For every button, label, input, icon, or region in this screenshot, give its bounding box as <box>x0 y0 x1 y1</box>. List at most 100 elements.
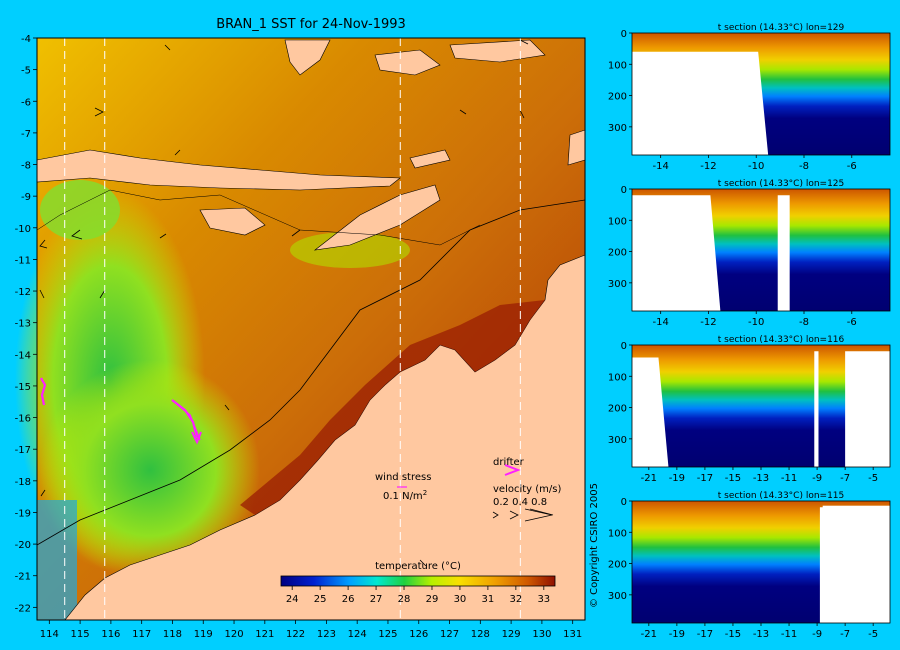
cold-strip <box>37 500 77 620</box>
colorbar-tick-label: 33 <box>537 594 550 605</box>
section-land-mask-right <box>822 505 890 623</box>
lon-tick-label: 118 <box>163 629 182 640</box>
lat-tick-label: -5 <box>21 66 31 77</box>
lat-tick-label: -20 <box>15 540 31 551</box>
section-y-tick-label: 300 <box>608 279 627 290</box>
colorbar <box>280 575 556 587</box>
lat-tick-label: -4 <box>21 34 31 45</box>
section-x-tick-label: -15 <box>725 473 741 484</box>
section-lines <box>64 38 521 620</box>
section-panel-2: t section (14.33°C) lon=125 -14 -12 -10 -8 -6… <box>608 179 891 328</box>
colorbar-tick-label: 24 <box>286 594 299 605</box>
section-x-tick-label: -19 <box>669 629 685 640</box>
australia-coastal-warm <box>240 300 545 515</box>
isobath-contour-2 <box>36 189 481 246</box>
lat-tick-label: -11 <box>15 255 31 266</box>
lat-tick-label: -7 <box>21 129 31 140</box>
colorbar-title: temperature (°C) <box>375 561 461 572</box>
section-x-tick-label: -11 <box>781 473 797 484</box>
section-gap <box>814 351 819 467</box>
lon-tick-label: 125 <box>378 629 397 640</box>
copyright-text: © Copyright CSIRO 2005 <box>589 483 600 608</box>
lon-tick-label: 115 <box>71 629 90 640</box>
section-x-tick-label: -5 <box>868 629 878 640</box>
section-panel-1: t section (14.33°C) lon=129 -14 -12 -10 -8 -6… <box>608 23 891 172</box>
lon-axis-ticks: 114 115 116 117 118 119 120 121 122 123 124 125 126 1… <box>40 620 582 640</box>
island-flores-chain <box>36 149 401 191</box>
lon-tick-label: 119 <box>194 629 213 640</box>
velocity-label: velocity (m/s) <box>493 484 561 495</box>
island-timor <box>313 184 441 251</box>
lat-tick-label: -6 <box>21 97 31 108</box>
section-y-tick-label: 200 <box>608 404 627 415</box>
lat-tick-label: -22 <box>15 603 31 614</box>
section-y-tick-label: 100 <box>608 372 627 383</box>
lon-tick-label: 126 <box>409 629 428 640</box>
lat-axis-ticks: -4 -5 -6 -7 -8 -9 -10 -11 -12 -13 -14 -15 -16 -17 -18 -… <box>15 34 37 614</box>
section-title: t section (14.33°C) lon=116 <box>718 335 845 345</box>
island-seram <box>449 39 546 63</box>
section-land-mask <box>632 357 669 467</box>
lat-tick-label: -12 <box>15 287 31 298</box>
lat-tick-label: -9 <box>21 192 31 203</box>
section-x-tick-label: -9 <box>812 629 822 640</box>
lon-tick-label: 122 <box>286 629 305 640</box>
colorbar-tick-label: 25 <box>314 594 327 605</box>
island-buru <box>374 49 441 76</box>
lat-tick-label: -10 <box>15 224 31 235</box>
map-title: BRAN_1 SST for 24-Nov-1993 <box>216 17 406 32</box>
section-frame <box>631 32 891 156</box>
section-y-tick-label: 100 <box>608 216 627 227</box>
section-y-tick-label: 100 <box>608 528 627 539</box>
drifter-legend-arrow <box>504 464 521 476</box>
lat-tick-label: -14 <box>15 350 31 361</box>
wind-arrows <box>39 39 529 567</box>
section-y-tick-label: 200 <box>608 560 627 571</box>
section-x-tick-label: -11 <box>781 629 797 640</box>
wind-stress-label: wind stress <box>375 472 431 483</box>
drifter-arrowhead <box>191 431 202 445</box>
lon-tick-label: 123 <box>317 629 336 640</box>
velocity-legend-arrows <box>492 508 554 522</box>
timor-sea-green <box>40 180 120 240</box>
section-y-tick-label: 0 <box>621 497 627 508</box>
colorbar-tick-label: 26 <box>342 594 355 605</box>
lat-tick-label: -13 <box>15 319 31 330</box>
section-x-tick-label: -13 <box>753 473 769 484</box>
section-y-tick-label: 300 <box>608 435 627 446</box>
section-x-tick-label: -10 <box>748 161 764 172</box>
section-x-tick-label: -8 <box>799 161 809 172</box>
section-y-tick-label: 100 <box>608 60 627 71</box>
section-x-tick-label: -8 <box>799 317 809 328</box>
section-title: t section (14.33°C) lon=129 <box>718 23 845 33</box>
section-x-tick-label: -14 <box>652 317 668 328</box>
sst-map <box>15 37 586 621</box>
section-frame <box>631 188 891 312</box>
section-x-tick-label: -19 <box>669 473 685 484</box>
section-gap <box>819 507 824 623</box>
lat-tick-label: -18 <box>15 477 31 488</box>
lat-tick-label: -21 <box>15 572 31 583</box>
banda-green <box>290 232 410 268</box>
section-x-tick-label: -10 <box>748 317 764 328</box>
lon-tick-label: 121 <box>255 629 274 640</box>
drifter-track-1 <box>40 377 47 406</box>
colorbar-tick-label: 30 <box>454 594 467 605</box>
section-x-tick-label: -6 <box>847 161 857 172</box>
section-y-tick-label: 0 <box>621 341 627 352</box>
section-land-mask <box>632 195 721 311</box>
section-panel-4: t section (14.33°C) lon=115 -21 -19 -17 -15 -… <box>608 491 891 640</box>
wind-stress-scale-sup: 2 <box>423 489 427 497</box>
section-land-mask-right <box>845 351 890 467</box>
drifter-track-3 <box>177 404 201 441</box>
island-tanimbar <box>567 129 586 166</box>
section-x-tick-label: -6 <box>847 317 857 328</box>
lon-tick-label: 128 <box>471 629 490 640</box>
section-x-tick-label: -14 <box>652 161 668 172</box>
lat-tick-label: -15 <box>15 382 31 393</box>
velocity-values: 0.2 0.4 0.8 <box>493 497 547 508</box>
lon-tick-label: 124 <box>348 629 367 640</box>
section-panels: t section (14.33°C) lon=129 -14 -12 -10 -8 -6… <box>608 23 891 640</box>
section-x-tick-label: -12 <box>700 161 716 172</box>
